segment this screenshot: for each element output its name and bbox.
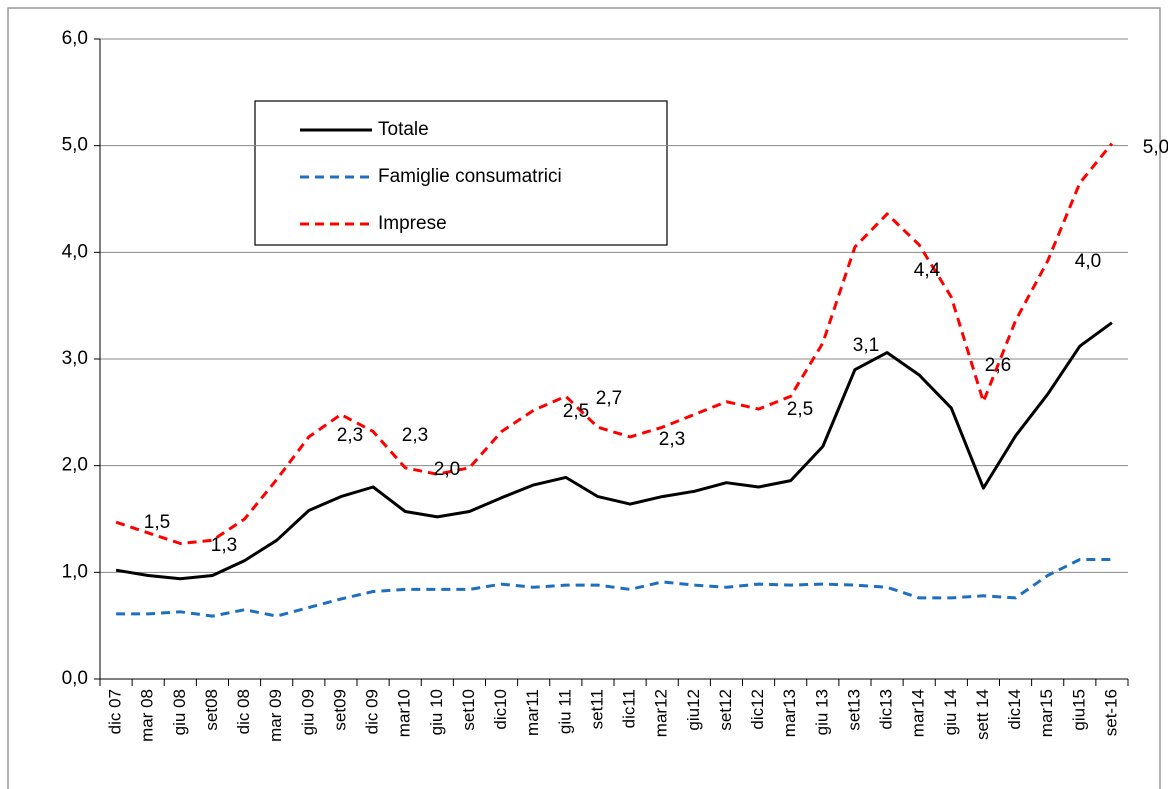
x-tick-label: dic12 (748, 689, 767, 730)
x-tick-label: dic 08 (234, 689, 253, 734)
x-tick-label: giu 13 (812, 689, 831, 735)
y-tick-label: 2,0 (62, 455, 88, 476)
x-tick-label: giu 08 (170, 689, 189, 735)
x-tick-label: giu15 (1069, 689, 1088, 731)
series-line (116, 558, 1112, 618)
chart-frame (7, 7, 1161, 789)
x-tick-label: dic11 (620, 689, 639, 728)
series-line (115, 142, 1114, 545)
x-tick-label: mar11 (523, 689, 542, 736)
annotation: 2,5 (563, 401, 589, 422)
x-tick-label: dic14 (1005, 689, 1024, 730)
annotation: 2,3 (659, 429, 685, 450)
annotation: 2,6 (985, 355, 1011, 376)
x-tick-label: mar12 (652, 689, 671, 737)
annotation: 4,0 (1075, 251, 1101, 272)
x-tick-label: giu 09 (298, 689, 317, 735)
x-tick-label: set13 (844, 689, 863, 731)
annotation: 2,3 (402, 425, 428, 446)
x-tick-label: giu 10 (427, 689, 446, 735)
annotation: 2,0 (434, 459, 460, 480)
x-tick-label: set12 (716, 689, 735, 731)
x-tick-label: dic 09 (363, 689, 382, 734)
x-tick-label: mar14 (909, 689, 928, 737)
x-tick-label: set09 (330, 689, 349, 731)
legend-box (254, 100, 668, 246)
annotation: 1,5 (144, 512, 170, 533)
x-tick-label: dic10 (491, 689, 510, 730)
legend-label: Imprese (378, 213, 447, 234)
annotation: 3,1 (853, 335, 879, 356)
annotation: 4,4 (914, 260, 941, 281)
y-tick-label: 3,0 (62, 348, 88, 369)
x-tick-label: giu12 (684, 689, 703, 731)
x-tick-label: set-16 (1101, 689, 1120, 736)
x-tick-label: set11 (587, 689, 606, 729)
x-tick-label: mar10 (395, 689, 414, 737)
x-tick-label: mar13 (780, 689, 799, 737)
y-tick-label: 0,0 (62, 668, 88, 689)
legend-label: Famiglie consumatrici (378, 166, 562, 187)
x-tick-label: mar 09 (266, 689, 285, 742)
annotation: 2,5 (787, 399, 813, 420)
x-tick-label: sett 14 (973, 689, 992, 740)
x-tick-label: set08 (202, 689, 221, 731)
x-tick-label: giu 14 (941, 689, 960, 735)
legend-label: Totale (378, 119, 429, 140)
annotation: 2,3 (337, 425, 363, 446)
y-tick-label: 1,0 (62, 561, 88, 582)
annotation: 2,7 (596, 388, 622, 409)
x-tick-label: mar15 (1037, 689, 1056, 737)
series-line (115, 321, 1113, 581)
y-tick-label: 6,0 (62, 28, 88, 49)
x-tick-label: set10 (459, 689, 478, 731)
x-tick-label: dic 07 (106, 689, 125, 734)
x-tick-label: giu 11 (555, 689, 574, 734)
x-tick-label: mar 08 (138, 689, 157, 742)
y-tick-label: 4,0 (62, 241, 88, 262)
annotation: 5,0 (1143, 137, 1168, 158)
x-tick-label: dic13 (877, 689, 896, 730)
annotation: 1,3 (211, 535, 237, 556)
y-tick-label: 5,0 (62, 135, 88, 156)
